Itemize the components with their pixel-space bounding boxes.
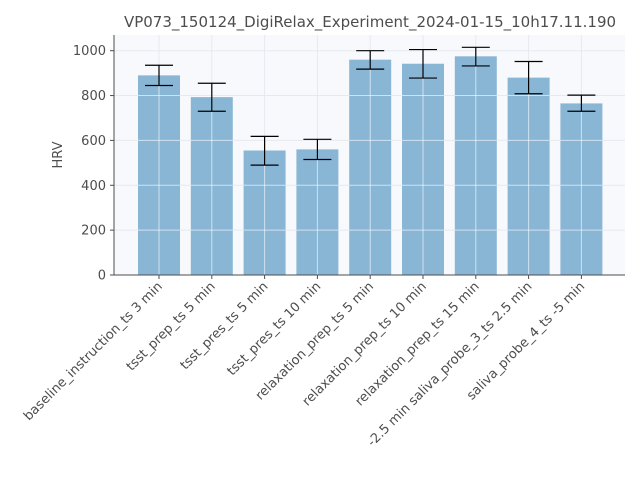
x-tick-label: tsst_pres_ts 5 min <box>178 279 272 373</box>
x-tick-label: tsst_prep_ts 5 min <box>124 279 219 374</box>
error-bars <box>145 46 596 166</box>
y-tick-label: 200 <box>81 224 106 239</box>
chart-title: VP073_150124_DigiRelax_Experiment_2024-0… <box>124 13 616 32</box>
y-tick-label: 400 <box>81 179 106 194</box>
y-tick-label: 600 <box>81 134 106 149</box>
y-tick-label: 1000 <box>73 44 106 59</box>
y-tick-label: 0 <box>98 269 106 284</box>
x-tick-label: tsst_pres_ts 10 min <box>225 279 325 379</box>
y-axis-label: HRV <box>51 141 66 168</box>
x-ticks: baseline_instruction_ts 3 mintsst_prep_t… <box>21 275 588 450</box>
axes <box>113 35 625 276</box>
bars <box>138 56 603 275</box>
y-ticks: 0 200 400 600 800 1000 <box>73 44 114 284</box>
y-tick-label: 800 <box>81 89 106 104</box>
